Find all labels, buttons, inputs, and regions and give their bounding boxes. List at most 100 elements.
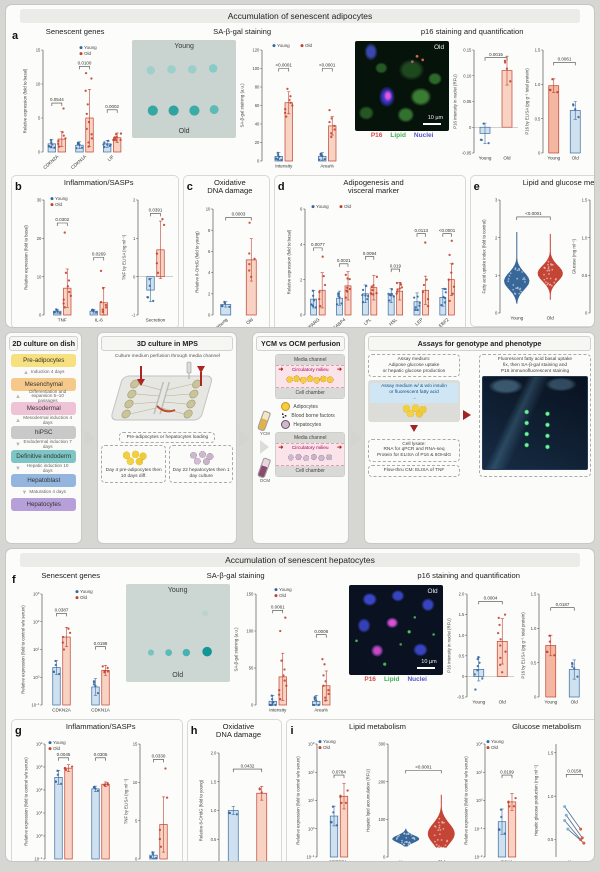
svg-text:0.5: 0.5 bbox=[535, 116, 541, 121]
svg-text:0: 0 bbox=[383, 855, 386, 860]
svg-text:10: 10 bbox=[36, 81, 41, 86]
arrow-differentiation: ▲Differentiation and expansion 5–10 pass… bbox=[15, 391, 72, 402]
svg-text:0: 0 bbox=[462, 674, 465, 679]
svg-text:Hepatic glucose production (mg: Hepatic glucose production (mg ml⁻¹) bbox=[533, 765, 538, 837]
svg-text:Young: Young bbox=[84, 45, 97, 50]
adipocyte-cells-icon bbox=[286, 373, 334, 386]
adipocyte-icon bbox=[281, 402, 290, 411]
medium-tubes: YCM OCM bbox=[256, 354, 273, 540]
svg-text:-0.05: -0.05 bbox=[462, 150, 472, 155]
svg-text:4: 4 bbox=[300, 242, 303, 247]
svg-text:Old: Old bbox=[437, 860, 445, 862]
svg-text:Young: Young bbox=[55, 196, 68, 201]
p16-micrograph-adipocytes: Old 10 µm bbox=[355, 41, 449, 131]
mps-device-illustration bbox=[101, 360, 233, 432]
svg-text:Secretion: Secretion bbox=[146, 318, 166, 323]
svg-text:P16 intensity in nuclei (RFU): P16 intensity in nuclei (RFU) bbox=[446, 617, 451, 672]
svg-text:1.5: 1.5 bbox=[458, 612, 464, 617]
svg-text:Old: Old bbox=[546, 316, 554, 321]
chart-title-line1: Oxidative bbox=[223, 722, 255, 731]
svg-text:0.0061: 0.0061 bbox=[271, 604, 285, 609]
svg-text:Old: Old bbox=[572, 155, 580, 160]
svg-text:1.0: 1.0 bbox=[530, 626, 536, 631]
svg-text:2: 2 bbox=[300, 277, 303, 282]
svg-text:<0.0001: <0.0001 bbox=[319, 62, 336, 67]
svg-text:0.0198: 0.0198 bbox=[93, 641, 107, 646]
section-header-hepatocytes: Accumulation of senescent hepatocytes bbox=[20, 553, 580, 567]
hepatocyte-chip-diagram: Media channel ➜Circulatory milieu➜ Cell … bbox=[275, 432, 345, 477]
svg-text:CDKN1A: CDKN1A bbox=[91, 707, 111, 712]
svg-text:0.15: 0.15 bbox=[463, 47, 472, 52]
svg-text:Old: Old bbox=[344, 204, 352, 209]
svg-text:Young: Young bbox=[479, 155, 492, 160]
micrograph-legend: P16 Lipid Nuclei bbox=[371, 132, 434, 139]
adipocyte-cluster-icon bbox=[399, 404, 429, 418]
svg-text:-0.5: -0.5 bbox=[457, 694, 465, 699]
hepatocyte-cells-icon bbox=[286, 451, 334, 464]
photo-label-old: Old bbox=[132, 128, 236, 135]
svg-text:0.0061: 0.0061 bbox=[558, 56, 572, 61]
panel-a-p16: p16 staining and quantification Old 10 µ… bbox=[355, 26, 589, 165]
panel-e: e Lipid and glucose metabolism 0123Fatty… bbox=[470, 175, 595, 328]
svg-text:3: 3 bbox=[495, 198, 498, 203]
svg-text:102: 102 bbox=[33, 618, 40, 624]
svg-text:0: 0 bbox=[534, 694, 537, 699]
svg-text:103: 103 bbox=[36, 764, 43, 770]
svg-text:<0.0001: <0.0001 bbox=[525, 212, 542, 217]
svg-text:8: 8 bbox=[208, 228, 211, 233]
legend-lipid: Lipid bbox=[384, 676, 400, 683]
svg-text:0.5: 0.5 bbox=[581, 273, 587, 278]
workflow-perfusion: YCM vs OCM perfusion YCM OCM Media chann… bbox=[252, 332, 349, 544]
svg-text:102: 102 bbox=[476, 741, 483, 747]
svg-text:0.0187: 0.0187 bbox=[555, 602, 569, 607]
svg-text:2.0: 2.0 bbox=[458, 591, 464, 596]
svg-text:102: 102 bbox=[36, 787, 43, 793]
svg-text:0.0305: 0.0305 bbox=[93, 752, 107, 757]
svg-text:Relative expression (fold to b: Relative expression (fold to basal) bbox=[23, 68, 28, 133]
fluorescent-chip-photo bbox=[482, 376, 588, 470]
svg-text:100: 100 bbox=[476, 798, 483, 804]
chart-title-line1: Adipogenesis and bbox=[343, 178, 403, 187]
chart-title: Inflammation/SASPs bbox=[64, 179, 134, 188]
svg-text:Young: Young bbox=[53, 740, 66, 745]
svg-text:2: 2 bbox=[495, 236, 498, 241]
ocm-label: OCM bbox=[260, 478, 270, 483]
flow-thru-box: Flow-thru CM: ELISA of TNF bbox=[368, 465, 460, 477]
svg-text:5: 5 bbox=[135, 819, 138, 824]
svg-text:SA-β-gal staining (a.u.): SA-β-gal staining (a.u.) bbox=[240, 83, 245, 128]
svg-text:20: 20 bbox=[36, 236, 41, 241]
svg-text:0.0113: 0.0113 bbox=[414, 228, 428, 233]
legend-hepatocytes: Hepatocytes bbox=[293, 422, 321, 428]
adipocyte-chip-diagram: Media channel ➜Circulatory milieu➜ Cell … bbox=[275, 354, 345, 399]
svg-text:0.0302: 0.0302 bbox=[55, 218, 69, 223]
arrow-hepatic-induction: ▼Hepatic induction 10 days bbox=[15, 463, 72, 474]
svg-text:103: 103 bbox=[33, 591, 40, 597]
workflow-arrow-icon bbox=[84, 429, 95, 447]
svg-text:100: 100 bbox=[253, 66, 261, 71]
workflow-assays: Assays for genotype and phenotype Assay … bbox=[364, 332, 595, 544]
svg-text:CDKN2A: CDKN2A bbox=[42, 153, 60, 170]
svg-text:FABP4: FABP4 bbox=[332, 317, 346, 328]
cell-lysate-box: Cell lysate: RNA for qPCR and RNA-seq Pr… bbox=[368, 439, 460, 462]
svg-text:Old: Old bbox=[504, 155, 512, 160]
svg-text:Old: Old bbox=[279, 593, 287, 598]
svg-text:CDKN2A: CDKN2A bbox=[52, 707, 72, 712]
figure-page: Accumulation of senescent adipocytes a S… bbox=[0, 4, 600, 872]
svg-text:P16 by ELISA (pg g⁻¹ total pro: P16 by ELISA (pg g⁻¹ total protein) bbox=[525, 68, 530, 135]
svg-text:-1: -1 bbox=[131, 313, 135, 318]
svg-text:Young: Young bbox=[567, 860, 580, 862]
